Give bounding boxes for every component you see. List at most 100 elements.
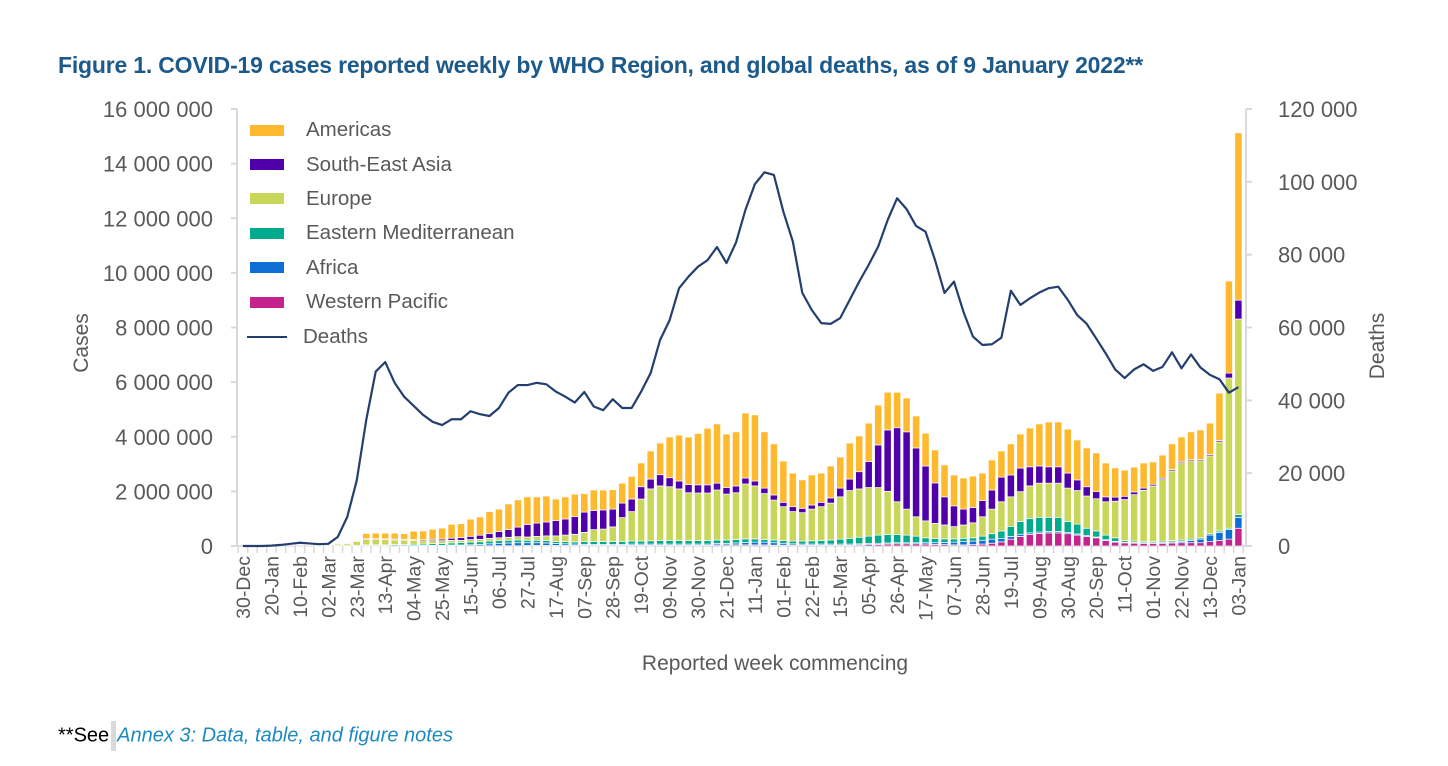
bar-europe xyxy=(1158,479,1167,542)
bar-europe xyxy=(836,496,845,540)
bar-eastern-mediterranean xyxy=(788,540,797,545)
bar-europe xyxy=(1196,460,1205,539)
bar-south-east-asia xyxy=(921,465,930,522)
bar-eastern-mediterranean xyxy=(826,539,835,545)
bar-africa xyxy=(523,542,532,546)
bar-south-east-asia xyxy=(798,507,807,514)
bar-eastern-mediterranean xyxy=(675,540,684,545)
legend-label: Western Pacific xyxy=(306,290,449,314)
bar-americas xyxy=(390,532,399,540)
bar-europe xyxy=(1120,499,1129,541)
bar-europe xyxy=(1177,462,1186,541)
bar-americas xyxy=(495,508,503,532)
bar-americas xyxy=(570,493,579,517)
footnote-prefix: **See xyxy=(58,724,110,747)
bar-europe xyxy=(314,545,323,547)
bar-eastern-mediterranean xyxy=(599,541,608,545)
bar-americas xyxy=(1130,466,1139,493)
bar-europe xyxy=(732,492,740,540)
bar-europe xyxy=(864,487,873,537)
bar-europe xyxy=(485,538,494,542)
bar-europe xyxy=(589,529,598,542)
x-tick-label: 13-Dec xyxy=(1200,556,1222,619)
bar-americas xyxy=(1063,428,1072,474)
bar-eastern-mediterranean xyxy=(750,538,759,543)
bar-western-pacific xyxy=(1234,527,1243,547)
deaths-line-group xyxy=(243,171,1239,548)
bar-eastern-mediterranean xyxy=(627,540,636,545)
bar-americas xyxy=(532,496,541,524)
y-tick-label: 8 000 000 xyxy=(115,316,213,341)
bar-south-east-asia xyxy=(665,477,674,488)
bar-europe xyxy=(419,540,428,545)
bar-south-east-asia xyxy=(646,478,655,490)
bar-south-east-asia xyxy=(713,482,721,491)
bar-africa xyxy=(997,538,1006,543)
x-tick-label: 15-Mar xyxy=(830,556,852,618)
bar-western-pacific xyxy=(1101,540,1110,547)
bar-eastern-mediterranean xyxy=(1063,521,1072,533)
bar-europe xyxy=(1006,496,1015,527)
bar-europe xyxy=(665,486,674,541)
bar-eastern-mediterranean xyxy=(457,542,465,546)
bar-americas xyxy=(788,472,797,508)
bar-eastern-mediterranean xyxy=(495,540,503,544)
bar-africa xyxy=(513,542,522,547)
bar-africa xyxy=(950,541,958,546)
chart-title: Figure 1. COVID-19 cases reported weekly… xyxy=(58,52,1143,78)
bar-south-east-asia xyxy=(883,429,892,492)
bar-eastern-mediterranean xyxy=(1006,525,1015,537)
x-tick-label: 17-Aug xyxy=(546,556,568,619)
bar-eastern-mediterranean xyxy=(1073,523,1082,535)
bar-americas xyxy=(874,404,883,446)
bar-americas xyxy=(1234,132,1243,301)
bar-americas xyxy=(675,434,684,482)
bar-south-east-asia xyxy=(627,498,636,512)
bar-americas xyxy=(1082,447,1091,488)
deaths-line-swatch xyxy=(247,335,287,338)
legend-label: Eastern Mediterranean xyxy=(306,221,515,245)
x-tick-label: 28-Sep xyxy=(603,556,625,619)
bar-africa xyxy=(959,541,968,546)
bar-south-east-asia xyxy=(1092,491,1101,500)
bar-western-pacific xyxy=(1035,533,1044,547)
bar-europe xyxy=(978,516,987,537)
bar-eastern-mediterranean xyxy=(1092,530,1101,538)
bar-eastern-mediterranean xyxy=(637,540,646,545)
bar-eastern-mediterranean xyxy=(542,540,551,544)
bar-western-pacific xyxy=(1224,538,1233,547)
bar-europe xyxy=(1130,494,1139,542)
bar-americas xyxy=(940,464,949,498)
western-pacific-swatch xyxy=(250,296,284,308)
x-tick-label: 02-Mar xyxy=(318,556,340,618)
bar-western-pacific xyxy=(1073,534,1082,547)
bar-americas xyxy=(466,518,475,537)
y-tick-label: 14 000 000 xyxy=(103,152,213,177)
bar-eastern-mediterranean xyxy=(608,541,617,545)
bar-eastern-mediterranean xyxy=(1035,516,1044,533)
bar-europe xyxy=(1149,485,1158,542)
bar-africa xyxy=(987,538,996,544)
bar-south-east-asia xyxy=(599,509,608,530)
bar-americas xyxy=(703,427,712,486)
bar-south-east-asia xyxy=(912,447,921,518)
bar-eastern-mediterranean xyxy=(883,534,892,544)
bar-americas xyxy=(438,527,447,540)
bar-americas xyxy=(893,391,902,429)
x-tick-label: 11-Jan xyxy=(745,556,767,614)
bar-eastern-mediterranean xyxy=(618,541,627,545)
annex-link[interactable]: Annex 3: Data, table, and figure notes xyxy=(117,724,453,747)
africa-swatch xyxy=(250,262,284,274)
bar-americas xyxy=(722,433,731,488)
bar-americas xyxy=(1035,423,1044,467)
bar-western-pacific xyxy=(305,545,314,547)
bar-eastern-mediterranean xyxy=(931,538,939,544)
bar-europe xyxy=(523,536,532,541)
bar-americas xyxy=(1092,452,1101,492)
bar-south-east-asia xyxy=(542,521,551,537)
bar-eastern-mediterranean xyxy=(921,537,930,544)
bar-south-east-asia xyxy=(959,508,968,526)
bar-western-pacific xyxy=(1177,542,1186,547)
bar-south-east-asia xyxy=(864,461,873,488)
bar-western-pacific xyxy=(1196,542,1205,547)
